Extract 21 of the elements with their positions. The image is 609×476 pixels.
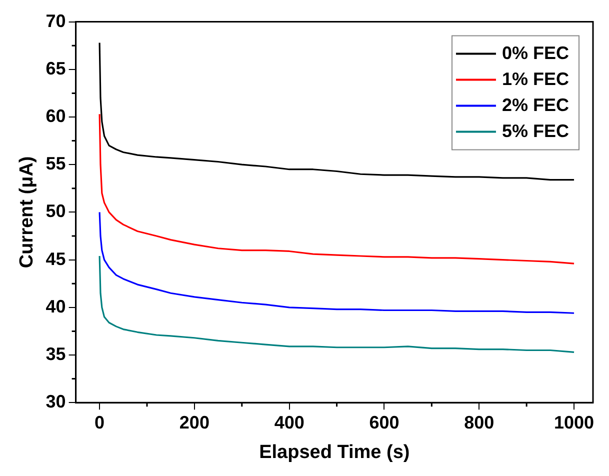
y-tick-label: 35 — [46, 344, 66, 364]
x-tick-label: 800 — [464, 412, 494, 432]
x-axis-title: Elapsed Time (s) — [259, 442, 410, 463]
y-tick-label: 40 — [46, 296, 66, 316]
x-tick-label: 200 — [179, 412, 210, 432]
legend-label: 1% FEC — [502, 68, 570, 89]
x-tick-label: 600 — [369, 412, 400, 432]
y-tick-label: 65 — [46, 58, 66, 78]
y-axis-title: Current (μA) — [16, 156, 38, 268]
y-tick-label: 60 — [46, 106, 66, 126]
legend-label: 0% FEC — [502, 42, 570, 63]
y-tick-label: 30 — [46, 392, 66, 412]
legend-label: 2% FEC — [502, 94, 570, 115]
legend-label: 5% FEC — [502, 120, 570, 141]
x-tick-label: 1000 — [554, 412, 594, 432]
y-tick-label: 45 — [46, 248, 66, 269]
y-tick-label: 50 — [46, 201, 66, 222]
x-tick-label: 400 — [274, 412, 304, 432]
y-tick-label: 55 — [46, 154, 66, 174]
x-tick-label: 0 — [94, 412, 105, 432]
y-tick-label: 70 — [46, 10, 66, 31]
